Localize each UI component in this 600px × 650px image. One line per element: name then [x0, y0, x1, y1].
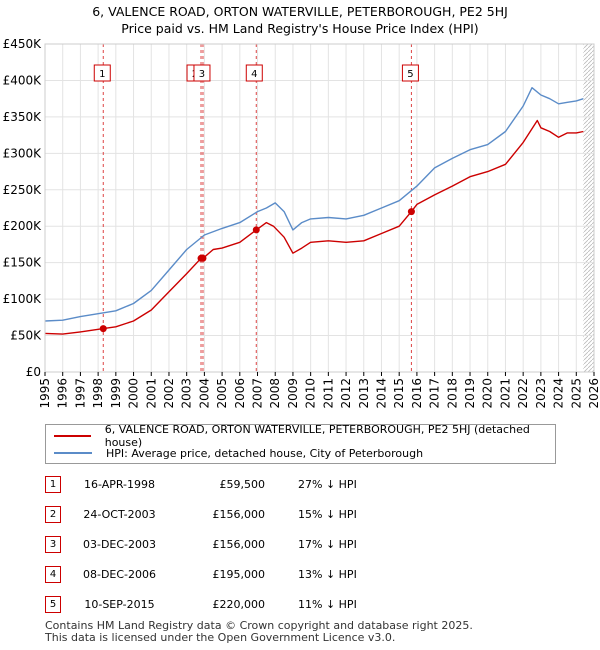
- transaction-row: 1 16-APR-1998 £59,500 27% ↓ HPI: [0, 476, 600, 498]
- chart-title-line2: Price paid vs. HM Land Registry's House …: [121, 21, 479, 36]
- transaction-hpi: 27% ↓ HPI: [298, 478, 357, 491]
- x-tick-label: 2025: [569, 378, 583, 409]
- transaction-price: £156,000: [212, 508, 266, 521]
- sale-point: [99, 325, 107, 333]
- x-tick-label: 2002: [162, 378, 176, 409]
- x-tick-label: 2023: [534, 378, 548, 409]
- sale-point: [407, 208, 415, 216]
- x-tick-label: 2001: [144, 378, 158, 409]
- hpi-line: [44, 86, 584, 322]
- footer-copyright: Contains HM Land Registry data © Crown c…: [45, 619, 473, 632]
- sale-label-box: [193, 64, 211, 82]
- y-tick-label: £50K: [10, 329, 42, 343]
- legend-property-swatch: [54, 435, 91, 437]
- x-tick-label: 2005: [215, 378, 229, 409]
- transaction-number: 2: [45, 506, 61, 523]
- x-tick-label: 2011: [321, 378, 335, 409]
- x-tick-label: 2010: [304, 378, 318, 409]
- x-tick-label: 1996: [56, 378, 70, 409]
- transaction-number: 4: [45, 566, 61, 583]
- transaction-hpi: 15% ↓ HPI: [298, 508, 357, 521]
- legend-property-label: 6, VALENCE ROAD, ORTON WATERVILLE, PETER…: [104, 423, 530, 449]
- x-tick-label: 1997: [73, 378, 87, 409]
- transaction-date: 16-APR-1998: [83, 478, 156, 491]
- x-tick-label: 2026: [587, 378, 600, 409]
- x-tick-label: 2013: [357, 378, 371, 409]
- y-tick-label: £200K: [3, 219, 43, 233]
- plot-area: [45, 44, 594, 372]
- legend-hpi-label: HPI: Average price, detached house, City…: [106, 446, 424, 460]
- transaction-hpi: 13% ↓ HPI: [298, 568, 357, 581]
- sale-point: [199, 254, 207, 262]
- sale-point: [252, 226, 260, 234]
- x-tick-label: 2024: [552, 378, 566, 409]
- transaction-price: £195,000: [212, 568, 266, 581]
- x-tick-label: 1998: [91, 378, 105, 409]
- transaction-date: 24-OCT-2003: [83, 508, 156, 521]
- transaction-price: £156,000: [212, 538, 266, 551]
- x-tick-label: 2021: [498, 378, 512, 409]
- transaction-hpi: 17% ↓ HPI: [298, 538, 357, 551]
- chart-legend: 6, VALENCE ROAD, ORTON WATERVILLE, PETER…: [45, 423, 556, 464]
- chart-title-line1: 6, VALENCE ROAD, ORTON WATERVILLE, PETER…: [92, 4, 508, 19]
- sale-label-number: 1: [99, 69, 105, 80]
- transaction-date: 08-DEC-2006: [82, 568, 157, 581]
- x-tick-label: 2006: [233, 378, 247, 409]
- transaction-date: 03-DEC-2003: [82, 538, 157, 551]
- sale-label-number: 4: [251, 69, 257, 80]
- transaction-number: 5: [45, 596, 61, 613]
- transaction-number: 3: [45, 536, 61, 553]
- y-tick-label: £100K: [3, 292, 43, 306]
- transaction-row: 5 10-SEP-2015 £220,000 11% ↓ HPI: [0, 596, 600, 618]
- sale-label-box: [245, 64, 263, 82]
- sale-label-number: 3: [199, 69, 205, 80]
- x-tick-label: 2020: [481, 378, 495, 409]
- footer-license: This data is licensed under the Open Gov…: [45, 631, 396, 644]
- x-tick-label: 1999: [109, 378, 123, 409]
- plot-frame: [44, 43, 595, 373]
- x-tick-label: 2008: [268, 378, 282, 409]
- footer: Contains HM Land Registry data © Crown c…: [45, 620, 473, 644]
- x-tick-label: 2000: [127, 378, 141, 409]
- x-tick-label: 2018: [445, 378, 459, 409]
- sale-label-box: [93, 64, 111, 82]
- x-tick-label: 2017: [428, 378, 442, 409]
- x-tick-label: 1995: [38, 378, 52, 409]
- legend-item-hpi: HPI: Average price, detached house, City…: [54, 445, 423, 461]
- transaction-number: 1: [45, 476, 61, 493]
- y-tick-label: £400K: [3, 73, 43, 87]
- transaction-row: 2 24-OCT-2003 £156,000 15% ↓ HPI: [0, 506, 600, 528]
- x-tick-label: 2019: [463, 378, 477, 409]
- legend-item-property: 6, VALENCE ROAD, ORTON WATERVILLE, PETER…: [54, 423, 555, 449]
- transaction-date: 10-SEP-2015: [84, 598, 155, 611]
- transaction-price: £59,500: [219, 478, 266, 491]
- y-tick-label: £350K: [3, 110, 43, 124]
- y-tick-label: £0: [26, 365, 41, 379]
- property-price-line: [44, 119, 584, 335]
- sale-label-box: [401, 64, 419, 82]
- legend-hpi-swatch: [54, 452, 92, 454]
- y-tick-label: £150K: [3, 256, 43, 270]
- transaction-hpi: 11% ↓ HPI: [298, 598, 357, 611]
- y-tick-label: £250K: [3, 183, 43, 197]
- sale-label-number: 5: [407, 69, 413, 80]
- x-tick-label: 2012: [339, 378, 353, 409]
- transaction-row: 4 08-DEC-2006 £195,000 13% ↓ HPI: [0, 566, 600, 588]
- x-tick-label: 2022: [516, 378, 530, 409]
- x-tick-label: 2015: [392, 378, 406, 409]
- x-tick-label: 2004: [197, 378, 211, 409]
- forecast-region: [583, 44, 594, 372]
- transaction-row: 3 03-DEC-2003 £156,000 17% ↓ HPI: [0, 536, 600, 558]
- price-chart: 12345£0£50K£100K£150K£200K£250K£300K£350…: [3, 37, 600, 409]
- y-tick-label: £300K: [3, 146, 43, 160]
- y-tick-label: £450K: [3, 37, 43, 51]
- x-tick-label: 2003: [180, 378, 194, 409]
- transaction-price: £220,000: [212, 598, 266, 611]
- x-tick-label: 2009: [286, 378, 300, 409]
- x-tick-label: 2016: [410, 378, 424, 409]
- x-tick-label: 2007: [251, 378, 265, 409]
- x-tick-label: 2014: [374, 378, 388, 409]
